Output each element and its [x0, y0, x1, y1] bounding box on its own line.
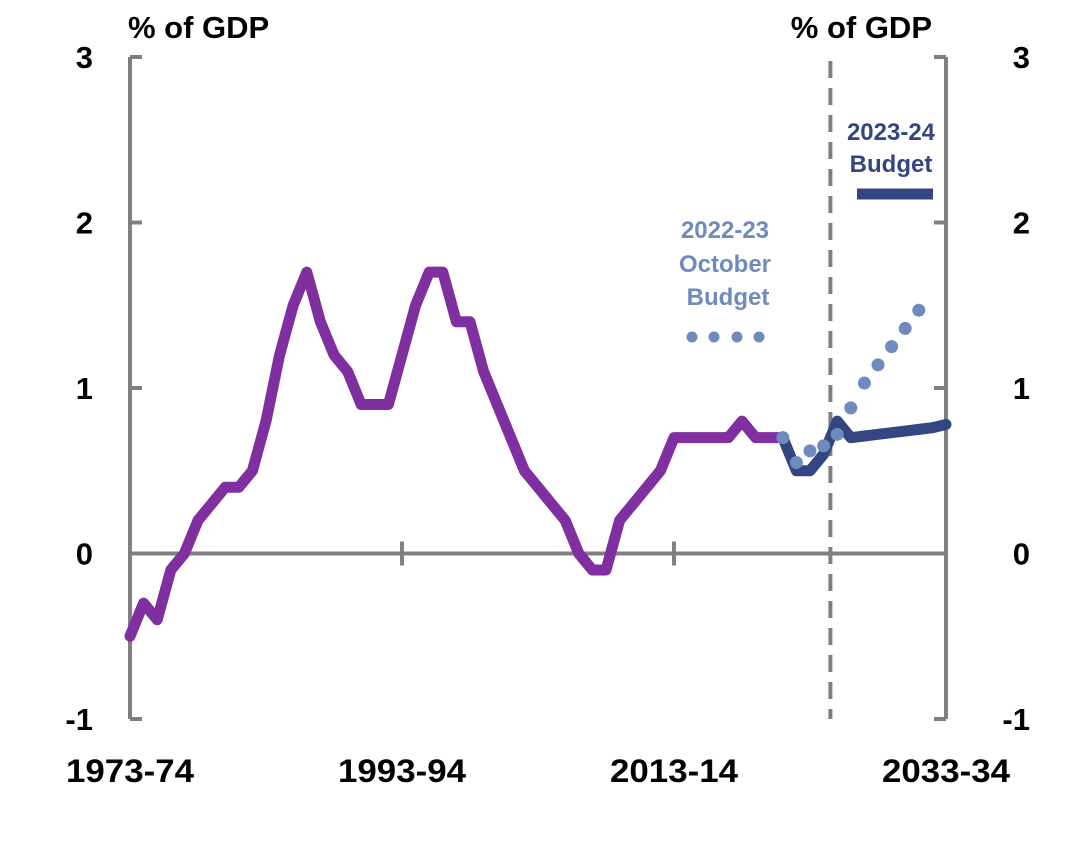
- axes: [128, 55, 948, 721]
- y-tick-label-right: 3: [1013, 40, 1030, 75]
- y-tick-label-left: 2: [76, 206, 93, 241]
- data-point-2022-23-october-budget: [830, 427, 844, 441]
- y-tick-label-right: 2: [1013, 206, 1030, 241]
- legend-2022-23-october-budget: 2022-23 October Budget: [679, 217, 771, 343]
- y-axis-left-unit-label: % of GDP: [128, 10, 269, 45]
- x-tick-label: 1973-74: [66, 753, 194, 789]
- x-tick-label: 2033-34: [882, 753, 1010, 789]
- y-tick-label-left: 1: [76, 371, 93, 406]
- legend-swatch-dotted: [686, 331, 765, 343]
- legend-label-old-line3: Budget: [687, 284, 770, 311]
- y-tick-label-right: 1: [1013, 371, 1030, 406]
- y-tick-label-left: 3: [76, 40, 93, 75]
- legend-label-old-line2: October: [679, 251, 771, 278]
- legend-swatch-dot: [731, 331, 743, 343]
- y-tick-labels-left: -1 0 1 2 3: [65, 40, 93, 737]
- data-point-2022-23-october-budget: [871, 358, 885, 372]
- y-tick-label-right: -1: [1002, 702, 1030, 737]
- y-tick-label-right: 0: [1013, 537, 1030, 572]
- legend-swatch-dot: [753, 331, 765, 343]
- legend-swatch-dot: [708, 331, 720, 343]
- y-axis-right-unit-label: % of GDP: [791, 10, 932, 45]
- x-tick-labels: 1973-74 1993-94 2013-14 2033-34: [66, 753, 1010, 789]
- y-tick-label-left: 0: [76, 537, 93, 572]
- legend-label-new-line2: Budget: [850, 151, 933, 178]
- data-point-2022-23-october-budget: [776, 431, 790, 445]
- data-point-2022-23-october-budget: [789, 455, 803, 469]
- data-point-2022-23-october-budget: [803, 444, 817, 458]
- data-point-2022-23-october-budget: [912, 303, 926, 317]
- series-line-historical: [124, 266, 789, 642]
- legend-label-new-line1: 2023-24: [847, 119, 936, 146]
- x-tick-label: 1993-94: [338, 753, 466, 789]
- y-tick-label-left: -1: [65, 702, 93, 737]
- legend-label-old-line1: 2022-23: [681, 217, 769, 244]
- legend-2023-24-budget: 2023-24 Budget: [847, 119, 936, 200]
- data-point-2022-23-october-budget: [817, 439, 831, 453]
- data-point-2022-23-october-budget: [885, 340, 899, 354]
- data-point-2022-23-october-budget: [857, 376, 871, 390]
- x-tick-label: 2013-14: [610, 753, 738, 789]
- data-point-2022-23-october-budget: [844, 401, 858, 415]
- data-point-2022-23-october-budget: [898, 321, 912, 335]
- y-tick-labels-right: -1 0 1 2 3: [1002, 40, 1030, 737]
- series-line-2023-24-budget: [777, 415, 952, 477]
- series-group: [124, 266, 952, 642]
- legend-swatch-dot: [686, 331, 698, 343]
